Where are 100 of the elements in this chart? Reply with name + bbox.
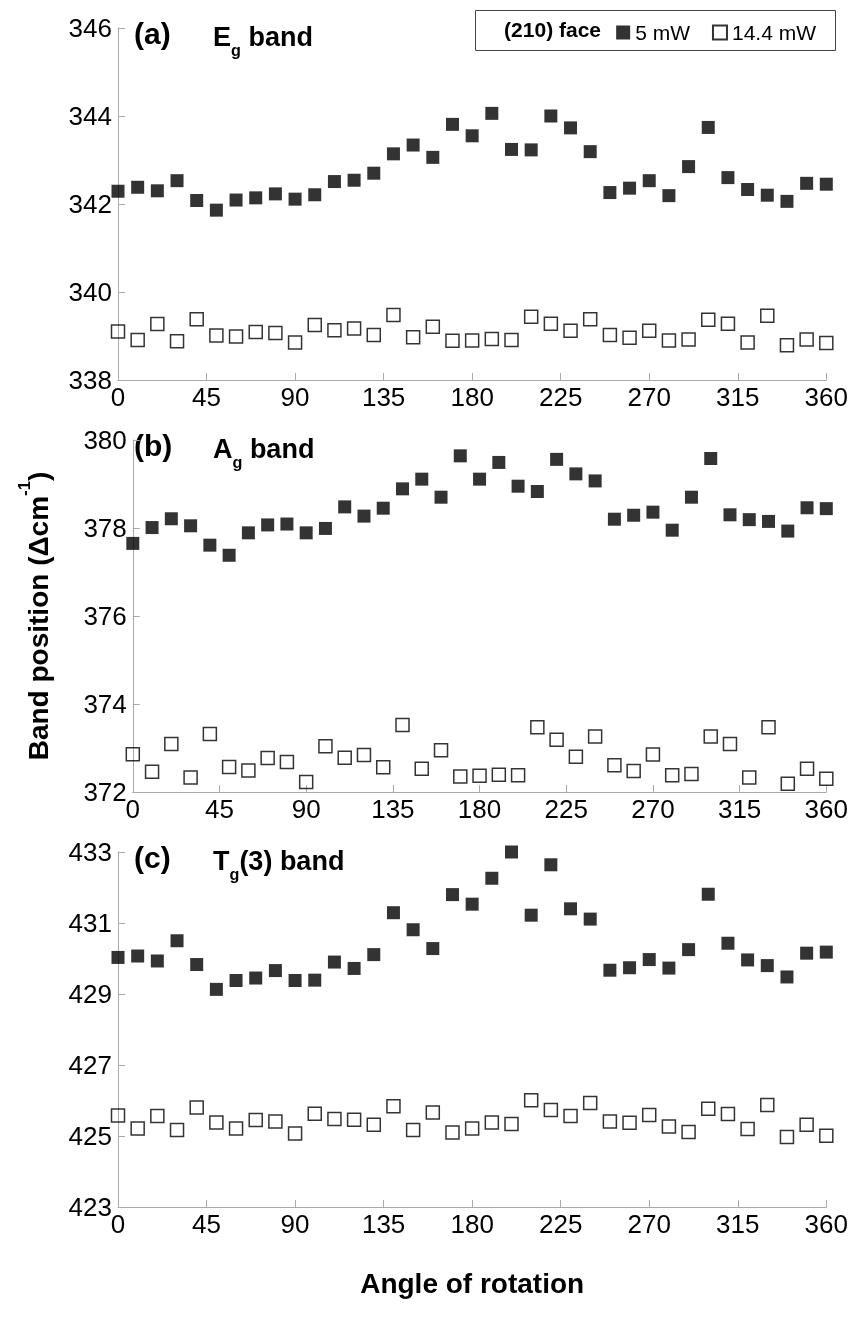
point [248, 1112, 263, 1128]
legend-label: 14.4 mW [731, 21, 817, 44]
point [395, 717, 410, 733]
point [249, 971, 263, 985]
point [241, 763, 256, 778]
point [780, 194, 794, 208]
x-tick-label: 225 [544, 794, 588, 824]
point [602, 327, 618, 343]
point [682, 160, 696, 174]
x-axis-title: Angle of rotation [360, 1267, 585, 1299]
point [563, 1108, 578, 1124]
point [530, 720, 545, 735]
point [485, 106, 499, 120]
point [504, 332, 519, 348]
point [740, 1121, 755, 1137]
point [544, 858, 558, 872]
point [318, 738, 333, 754]
point [622, 330, 637, 346]
point [645, 747, 661, 762]
x-tick-label: 45 [205, 794, 234, 824]
point [720, 316, 736, 331]
point [453, 769, 468, 784]
point [544, 109, 558, 123]
y-tick-label: 425 [68, 1121, 112, 1151]
point [287, 335, 303, 350]
point [279, 754, 295, 770]
x-tick-label: 270 [627, 1209, 671, 1239]
point [800, 501, 814, 515]
x-tick-label: 180 [450, 1209, 494, 1239]
y-tick-label: 376 [83, 601, 127, 631]
point [241, 526, 255, 540]
y-tick-label: 340 [68, 277, 112, 307]
annotation: (b) [134, 428, 173, 462]
point [209, 203, 223, 217]
y-axis-title: Band position (Δcm-1) [15, 471, 54, 761]
y-tick-label: 374 [83, 689, 127, 719]
point [327, 175, 341, 189]
y-tick-label: 378 [83, 513, 127, 543]
point [150, 316, 165, 332]
point [299, 526, 313, 540]
point [386, 906, 400, 920]
point [338, 500, 352, 514]
point [569, 467, 583, 481]
point [268, 325, 283, 341]
point [169, 334, 185, 349]
point [623, 181, 637, 195]
point [684, 766, 699, 782]
point [347, 961, 361, 975]
point [582, 312, 598, 327]
point [327, 1111, 342, 1127]
point [308, 973, 322, 987]
point [550, 452, 564, 466]
point [425, 1105, 441, 1120]
point [563, 323, 578, 338]
point [189, 1100, 204, 1115]
point [799, 761, 815, 776]
point [190, 958, 204, 972]
point [741, 182, 755, 196]
point [414, 761, 430, 776]
point [704, 451, 718, 465]
point [453, 449, 467, 463]
point [268, 1114, 283, 1129]
point [203, 538, 217, 552]
y-tick-label: 433 [68, 837, 112, 867]
point [721, 171, 735, 185]
point [511, 479, 525, 493]
point [150, 954, 164, 968]
point [445, 117, 459, 131]
point [288, 192, 302, 206]
point [164, 736, 179, 752]
point [740, 335, 755, 350]
point [130, 1121, 145, 1136]
point [681, 1124, 696, 1140]
point [564, 121, 578, 135]
point [760, 188, 774, 202]
point [464, 333, 480, 348]
y-tick-label: 342 [68, 189, 112, 219]
point [472, 768, 487, 783]
point [209, 1115, 224, 1130]
point [222, 548, 236, 562]
point [386, 147, 400, 161]
point [524, 143, 538, 157]
x-tick-label: 270 [631, 794, 675, 824]
point [530, 484, 544, 498]
point [346, 321, 362, 336]
point [819, 945, 833, 959]
point [642, 953, 656, 967]
point [682, 943, 696, 957]
point [434, 490, 448, 504]
point [485, 871, 499, 885]
point [523, 1092, 539, 1108]
point [510, 768, 526, 783]
point [799, 1117, 814, 1132]
x-tick-label: 315 [716, 382, 760, 412]
point [229, 974, 243, 988]
point [465, 129, 479, 143]
x-tick-label: 225 [539, 382, 583, 412]
point [622, 1115, 637, 1131]
y-tick-label: 427 [68, 1050, 112, 1080]
point [607, 757, 622, 773]
